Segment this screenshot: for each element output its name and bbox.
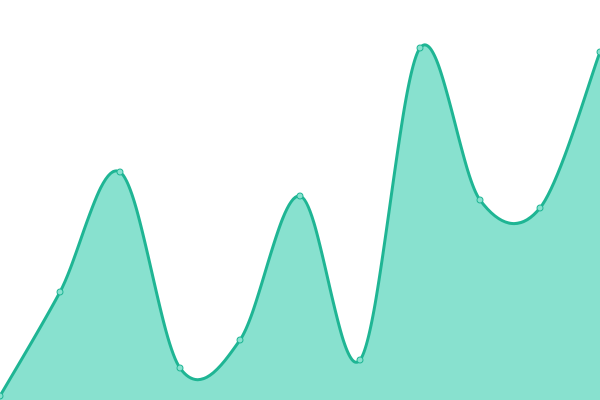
data-point xyxy=(116,168,124,176)
data-point xyxy=(56,288,64,296)
data-point xyxy=(536,204,544,212)
data-point xyxy=(356,356,364,364)
data-point xyxy=(0,392,4,400)
data-point xyxy=(296,192,304,200)
data-point xyxy=(416,44,424,52)
data-point xyxy=(176,364,184,372)
data-point xyxy=(236,336,244,344)
data-point xyxy=(476,196,484,204)
area-fill xyxy=(0,44,600,400)
data-point xyxy=(596,48,600,56)
